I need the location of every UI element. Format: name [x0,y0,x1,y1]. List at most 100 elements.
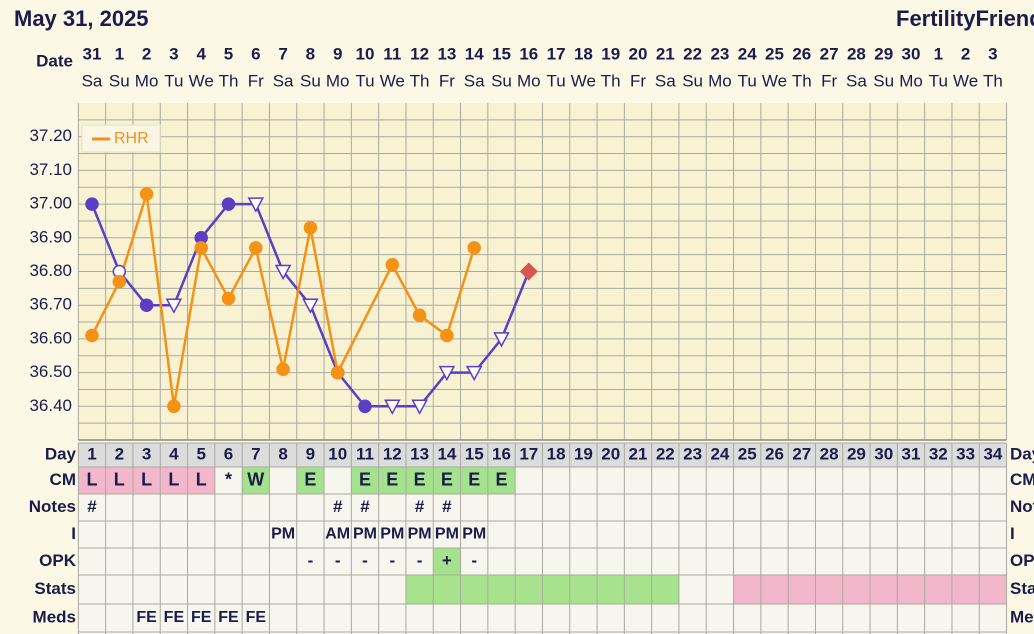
weekday-label: Tu [546,71,565,90]
day-number: 15 [465,444,484,463]
med-text: FE [164,609,185,626]
date-label: 6 [251,44,260,63]
date-label: 14 [465,44,484,63]
row-label-right: OPK [1010,551,1034,570]
day-number: 17 [519,444,538,463]
date-label: 21 [656,44,675,63]
point [112,274,127,289]
date-label: 2 [142,44,151,63]
date-label: 13 [437,44,456,63]
cm-cell [78,467,106,494]
cm-text: * [225,469,232,489]
point [440,328,454,343]
point [274,264,292,281]
row-label-right: Stats [1010,579,1034,598]
cm-cell [187,467,215,494]
cm-cell [378,467,406,494]
point [85,197,99,211]
date-label: 10 [356,44,375,63]
day-number: 3 [142,444,151,463]
date-label: 11 [383,44,401,63]
cm-text: L [168,469,179,489]
weekday-label: We [571,71,596,90]
date-label: 31 [83,44,102,63]
point [438,365,456,382]
cm-cell [132,467,161,494]
day-number: 5 [196,444,205,463]
day-number: 33 [956,444,975,463]
point [247,197,265,213]
cm-cell [296,467,325,494]
y-tick-label: 37.00 [29,194,72,213]
opk-text: - [389,551,395,570]
intercourse-text: AM [325,526,350,543]
date-label: 5 [224,44,233,63]
date-label: 3 [169,44,178,63]
date-label: 8 [306,44,315,63]
cm-cell [405,467,434,494]
cm-cell [105,467,133,494]
intercourse-text: PM [380,526,404,543]
date-label: 1 [934,44,943,63]
day-number: 21 [629,444,648,463]
day-number: 2 [115,444,124,463]
date-label: 3 [988,44,997,63]
day-number: 28 [820,444,839,463]
opk-text: + [442,551,452,570]
row-label: CM [50,470,76,489]
point [139,298,154,312]
point [139,187,154,201]
cm-text: L [141,469,152,489]
cm-cell [433,467,461,494]
day-number: 8 [278,444,287,463]
date-label: 15 [492,44,511,63]
intercourse-text: PM [408,526,432,543]
day-number: 20 [601,444,620,463]
date-label: 30 [902,44,921,63]
weekday-label: Fr [821,71,837,90]
med-text: FE [246,609,267,626]
cm-text: E [386,469,398,489]
cm-text: E [304,469,316,489]
weekday-label: We [762,71,787,90]
y-tick-label: 36.40 [29,396,72,415]
day-number: 12 [383,444,402,463]
row-label: Notes [29,497,76,516]
intercourse-text: PM [435,526,459,543]
y-tick-label: 37.20 [29,126,72,145]
med-text: FE [218,609,239,626]
day-number: 14 [437,444,456,463]
date-label: 1 [115,44,124,63]
note-text: # [87,497,97,516]
point [249,241,263,255]
weekday-label: Mo [517,71,541,90]
cm-text: E [414,469,426,489]
weekday-label: We [953,71,978,90]
opk-text: - [335,551,341,570]
day-number: 16 [492,444,511,463]
opk-text: - [308,551,314,570]
point [385,258,400,272]
cm-cell [460,467,488,494]
day-number: 30 [874,444,893,463]
weekday-label: Fr [248,71,264,90]
point [85,328,99,343]
row-label-right: Meds [1010,607,1034,626]
row-label: I [71,524,76,543]
weekday-label: We [189,71,214,90]
point [165,298,183,314]
point [221,197,236,211]
point [358,399,372,414]
day-number: 27 [792,444,811,463]
date-label: 25 [765,44,784,63]
point [467,241,481,255]
weekday-label: Mo [135,71,159,90]
weekday-label: Su [873,71,894,90]
day-number: 19 [574,444,593,463]
day-number: 32 [929,444,948,463]
day-number: 31 [902,444,921,463]
intercourse-text: PM [271,526,295,543]
weekday-label: Su [491,71,512,90]
date-label: 26 [792,44,811,63]
point [276,362,290,376]
